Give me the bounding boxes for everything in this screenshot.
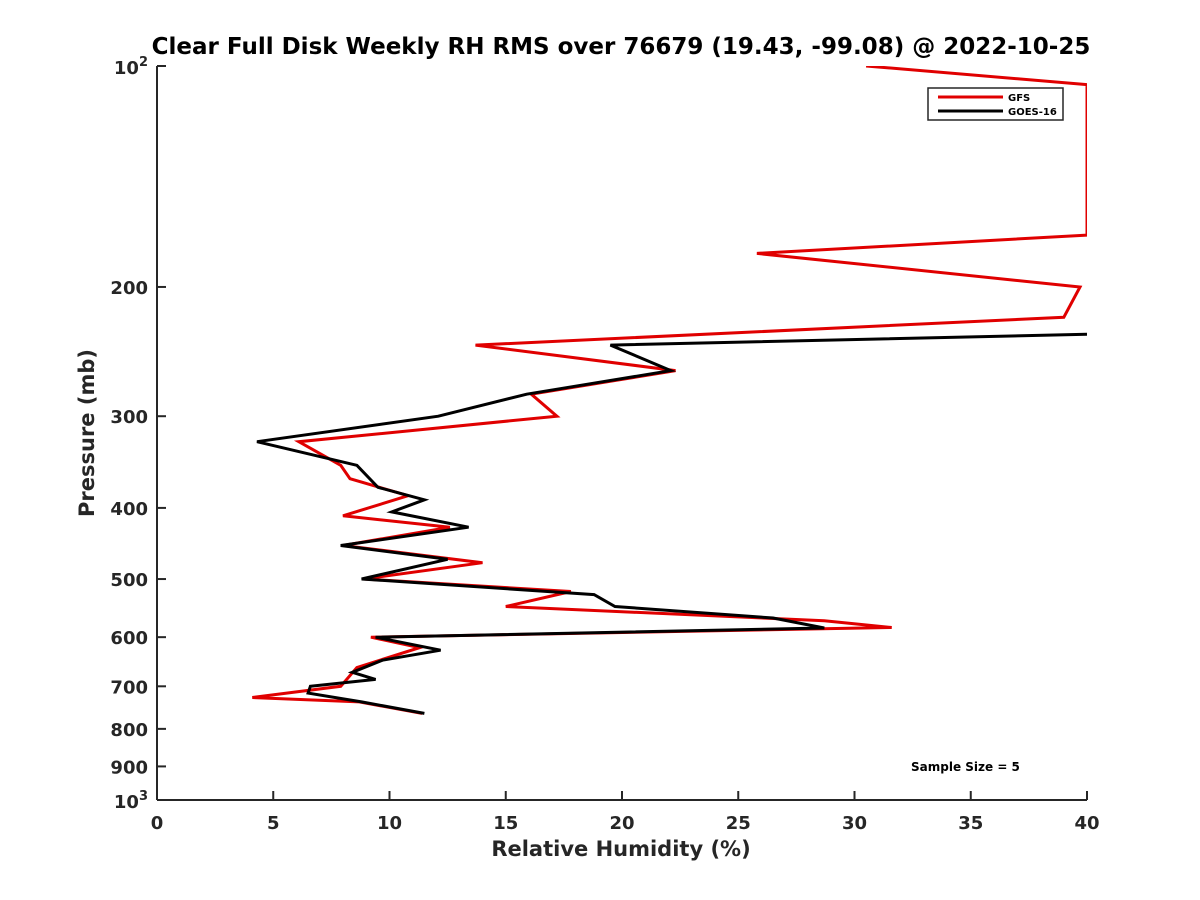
series-line-gfs	[252, 66, 1087, 715]
y-tick-label: 700	[110, 677, 148, 698]
x-tick-label: 20	[609, 813, 634, 834]
legend-label-goes16: GOES-16	[1008, 107, 1057, 118]
y-tick-label: 900	[110, 757, 148, 778]
x-tick-label: 5	[267, 813, 280, 834]
legend: GFS GOES-16	[927, 87, 1064, 121]
ticks-layer: 0 5 10 15 20 25 30 35 40 102 200 300 400 500 600 700 800…	[110, 55, 1099, 834]
sample-size-annotation: Sample Size = 5	[911, 760, 1020, 774]
y-tick-label: 500	[110, 570, 148, 591]
series-layer	[252, 66, 1087, 715]
x-tick-label: 0	[151, 813, 164, 834]
series-line-goes16	[256, 332, 1087, 715]
x-tick-label: 15	[493, 813, 518, 834]
y-tick-label: 800	[110, 720, 148, 741]
x-tick-label: 25	[726, 813, 751, 834]
x-tick-label: 30	[842, 813, 867, 834]
y-tick-label: 400	[110, 499, 148, 520]
y-axis-label: Pressure (mb)	[75, 349, 99, 517]
chart-title: Clear Full Disk Weekly RH RMS over 76679…	[152, 34, 1091, 60]
legend-label-gfs: GFS	[1008, 93, 1030, 104]
y-tick-label: 103	[114, 789, 148, 813]
y-tick-label: 600	[110, 628, 148, 649]
y-tick-label: 102	[114, 55, 148, 79]
legend-box	[927, 87, 1064, 121]
x-tick-label: 10	[377, 813, 402, 834]
x-tick-label: 40	[1074, 813, 1099, 834]
plot-area: 0 5 10 15 20 25 30 35 40 102 200 300 400 500 600 700 800…	[110, 55, 1099, 834]
x-axis-label: Relative Humidity (%)	[491, 837, 750, 861]
y-tick-label: 200	[110, 278, 148, 299]
x-tick-label: 35	[958, 813, 983, 834]
y-tick-label: 300	[110, 407, 148, 428]
